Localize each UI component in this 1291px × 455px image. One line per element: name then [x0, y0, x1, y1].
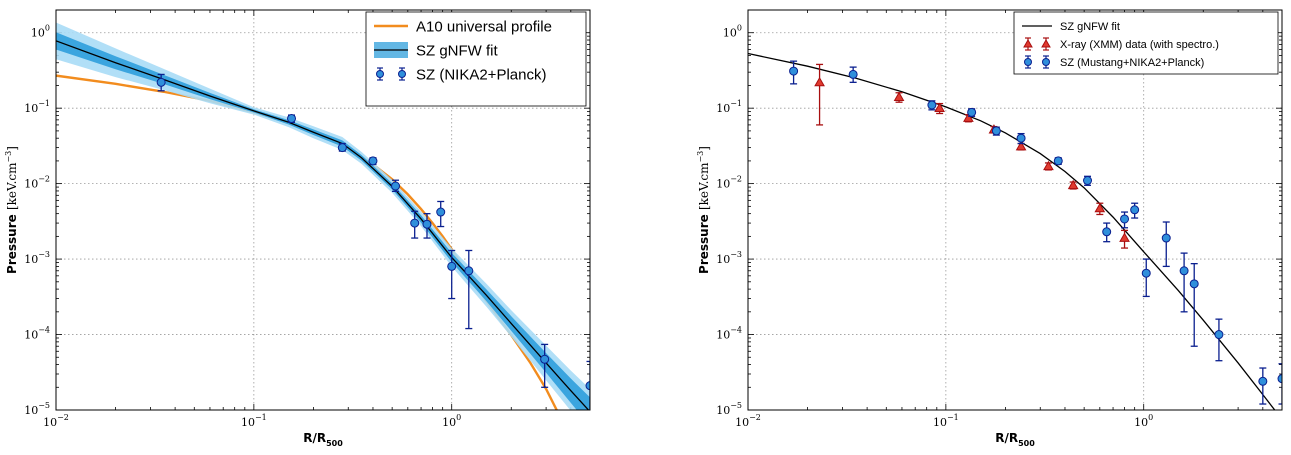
data-point [1094, 202, 1106, 213]
data-point [436, 207, 446, 217]
data-point [1130, 205, 1140, 215]
y-tick-label: 10−4 [24, 326, 50, 342]
legend-entry: SZ (Mustang+NIKA2+Planck) [1024, 55, 1204, 69]
legend-box [365, 11, 587, 107]
data-point [1119, 232, 1130, 242]
data-point [447, 261, 457, 271]
legend-marker-icon [1041, 38, 1051, 48]
data-point [1102, 227, 1112, 237]
data-point [585, 381, 590, 391]
x-tick-label: 100 [1134, 413, 1153, 429]
x-tick-label: 10−2 [735, 413, 761, 429]
legend-entry: SZ (NIKA2+Planck) [376, 66, 546, 83]
plot-area [748, 52, 1282, 410]
data-point [814, 76, 825, 87]
plot-frame [55, 9, 591, 411]
legend-entry: A10 universal profile [374, 18, 552, 35]
legend-label: SZ gNFW fit [1060, 21, 1120, 33]
data-point [1043, 160, 1054, 171]
data-point [1083, 176, 1093, 186]
y-tick-label: 10−2 [24, 175, 50, 191]
plot-area [56, 22, 590, 410]
y-tick-label: 100 [31, 24, 50, 40]
data-point [1189, 279, 1199, 289]
plot-frame [747, 9, 1283, 411]
legend-marker-icon [1024, 58, 1032, 66]
legend-entry: SZ gNFW fit [374, 42, 498, 59]
x-tick-label: 10−1 [933, 413, 959, 429]
y-tick-label: 100 [723, 24, 742, 40]
data-point [368, 156, 378, 166]
data-point [1258, 376, 1268, 386]
y-tick-label: 10−3 [24, 250, 50, 266]
data-point [991, 126, 1001, 136]
y-tick-label: 10−5 [24, 401, 50, 417]
y-tick-label: 10−2 [716, 175, 742, 191]
data-point [934, 102, 945, 113]
data-point [422, 219, 432, 229]
y-tick-label: 10−1 [24, 99, 50, 115]
data-point [287, 113, 297, 123]
legend-label: SZ gNFW fit [416, 42, 498, 59]
legend-label: SZ (Mustang+NIKA2+Planck) [1060, 57, 1204, 69]
legend-marker-icon [398, 70, 406, 78]
data-point [156, 77, 166, 87]
data-point [391, 181, 401, 191]
data-point [927, 100, 937, 110]
x-axis-label: R/R500 [303, 431, 343, 448]
legend-label: SZ (NIKA2+Planck) [416, 66, 546, 83]
data-point [893, 91, 905, 102]
data-point [1161, 233, 1171, 243]
data-point [337, 143, 347, 153]
x-axis-label: R/R500 [995, 431, 1035, 448]
data-point [848, 69, 858, 79]
legend-label: X-ray (XMM) data (with spectro.) [1060, 39, 1219, 51]
data-point [1141, 268, 1151, 278]
y-tick-label: 10−3 [716, 250, 742, 266]
x-tick-label: 100 [442, 413, 461, 429]
data-point [1214, 330, 1224, 340]
x-tick-label: 10−2 [43, 413, 69, 429]
y-axis-label: Pressure [keV.cm−3] [696, 146, 711, 274]
chart-panel-2: 10−2 10−1 100 100 10−1 10−2 10−3 10−4 10−5 R/R500… [696, 9, 1283, 448]
data-point [967, 107, 977, 117]
chart-panel-1: 10−2 10−1 100 100 10−1 10−2 10−3 10−4 10−5 R/R500… [4, 9, 591, 448]
data-point [1016, 133, 1026, 143]
legend-entry: X-ray (XMM) data (with spectro.) [1023, 37, 1219, 51]
legend-marker-icon [1023, 38, 1033, 48]
legend-marker-icon [376, 70, 384, 78]
y-axis-label: Pressure [keV.cm−3] [4, 146, 19, 274]
y-tick-label: 10−4 [716, 326, 742, 342]
y-tick-label: 10−5 [716, 401, 742, 417]
data-point [464, 266, 474, 276]
data-point [1179, 266, 1189, 276]
legend: A10 universal profile SZ gNFW fit SZ (NIKA… [365, 11, 587, 107]
data-point [1067, 179, 1079, 190]
legend-marker-icon [1042, 58, 1050, 66]
data-point [789, 66, 799, 76]
legend: SZ gNFW fit X-ray (XMM) data (with spectr… [1013, 11, 1279, 75]
legend-box [1013, 11, 1279, 75]
data-point [1053, 156, 1063, 166]
x-tick-label: 10−1 [241, 413, 267, 429]
y-tick-label: 10−1 [716, 99, 742, 115]
data-point [963, 112, 974, 122]
legend-label: A10 universal profile [416, 18, 552, 35]
data-point [540, 354, 550, 364]
data-point [1015, 141, 1027, 151]
data-point [1120, 214, 1130, 224]
fit-line [56, 40, 590, 410]
data-point [410, 218, 420, 228]
legend-entry: SZ gNFW fit [1022, 21, 1120, 33]
data-point [1277, 374, 1282, 384]
